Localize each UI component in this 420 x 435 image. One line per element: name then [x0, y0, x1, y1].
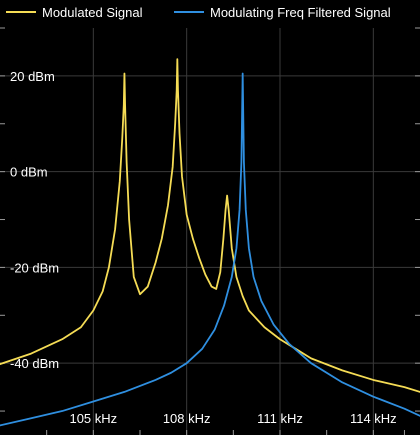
y-tick-label: -20 dBm — [10, 260, 59, 275]
y-tick-label: 20 dBm — [10, 69, 55, 84]
x-tick-label: 111 kHz — [257, 411, 303, 426]
minor-tick-marks — [0, 27, 420, 435]
x-tick-label: 108 kHz — [163, 411, 211, 426]
y-tick-label: 0 dBm — [10, 165, 48, 180]
series-line-2 — [0, 72, 420, 427]
y-axis-tick-labels: 20 dBm 0 dBm -20 dBm -40 dBm — [10, 69, 59, 371]
x-tick-label: 105 kHz — [69, 411, 117, 426]
y-tick-label: -40 dBm — [10, 356, 59, 371]
series-line-1 — [0, 58, 420, 393]
legend-label: Modulating Freq Filtered Signal — [210, 5, 391, 20]
legend[interactable]: Modulated Signal Modulating Freq Filtered… — [6, 5, 391, 20]
legend-item-2[interactable]: Modulating Freq Filtered Signal — [174, 5, 391, 20]
series-layer — [0, 58, 420, 427]
legend-label: Modulated Signal — [42, 5, 143, 20]
x-axis-tick-labels: 105 kHz 108 kHz 111 kHz 114 kHz — [69, 411, 396, 426]
x-tick-label: 114 kHz — [350, 411, 397, 426]
legend-item-1[interactable]: Modulated Signal — [6, 5, 143, 20]
grid-lines — [0, 28, 420, 435]
